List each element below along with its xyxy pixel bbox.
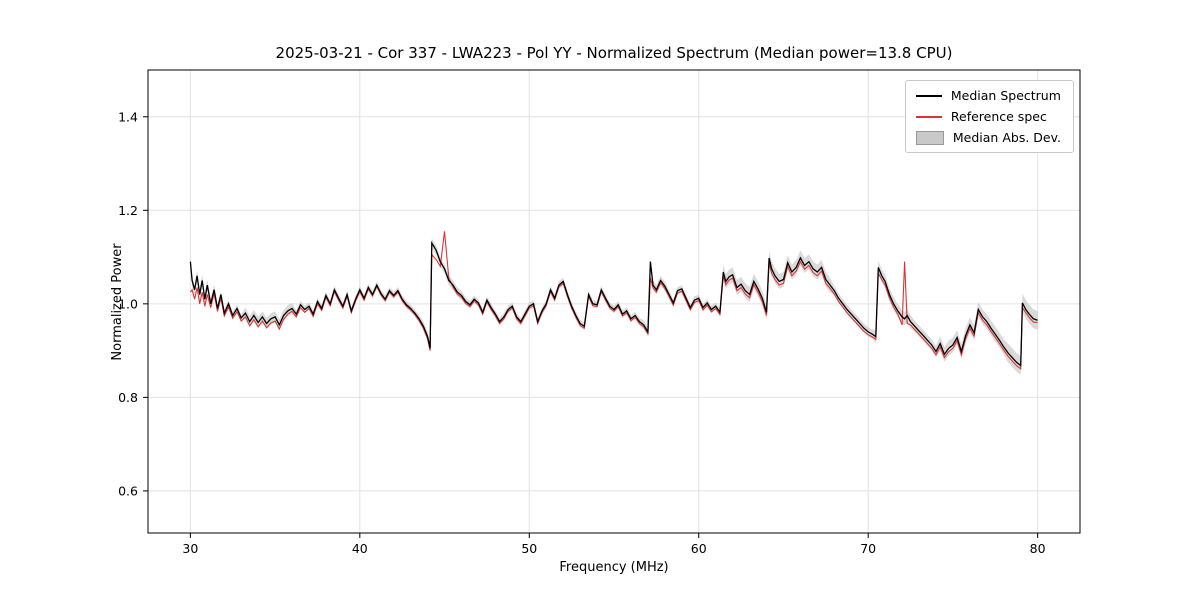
chart-title: 2025-03-21 - Cor 337 - LWA223 - Pol YY -… — [275, 44, 953, 62]
x-tick-label: 40 — [352, 541, 368, 556]
mad-band — [190, 238, 1038, 375]
y-tick-label: 1.4 — [118, 109, 138, 124]
y-tick-label: 0.8 — [118, 390, 138, 405]
legend-item-median-spectrum: Median Spectrum — [915, 88, 1061, 103]
x-tick-label: 50 — [521, 541, 537, 556]
x-tick-label: 60 — [691, 541, 707, 556]
legend-label: Median Abs. Dev. — [952, 130, 1061, 145]
legend-label: Median Spectrum — [950, 88, 1061, 103]
median-spectrum-line — [189, 240, 1038, 367]
axes-frame — [147, 69, 1081, 534]
median-line-swatch — [915, 94, 942, 97]
legend-item-reference-spec: Reference spec — [915, 109, 1061, 124]
legend: Median Spectrum Reference spec Median Ab… — [904, 80, 1074, 153]
x-tick-label: 70 — [860, 541, 876, 556]
y-tick-label: 1.2 — [118, 203, 138, 218]
legend-label: Reference spec — [950, 109, 1047, 124]
reference-line-swatch — [915, 115, 942, 118]
mad-band-swatch — [915, 130, 944, 145]
y-tick-label: 1.0 — [118, 296, 138, 311]
legend-item-median-abs-dev: Median Abs. Dev. — [915, 130, 1061, 145]
x-tick-label: 30 — [182, 541, 198, 556]
y-tick-label: 0.6 — [118, 483, 138, 498]
x-axis-label: Frequency (MHz) — [559, 560, 669, 575]
x-tick-label: 80 — [1030, 541, 1046, 556]
y-axis-label: Normalized Power — [110, 243, 125, 361]
